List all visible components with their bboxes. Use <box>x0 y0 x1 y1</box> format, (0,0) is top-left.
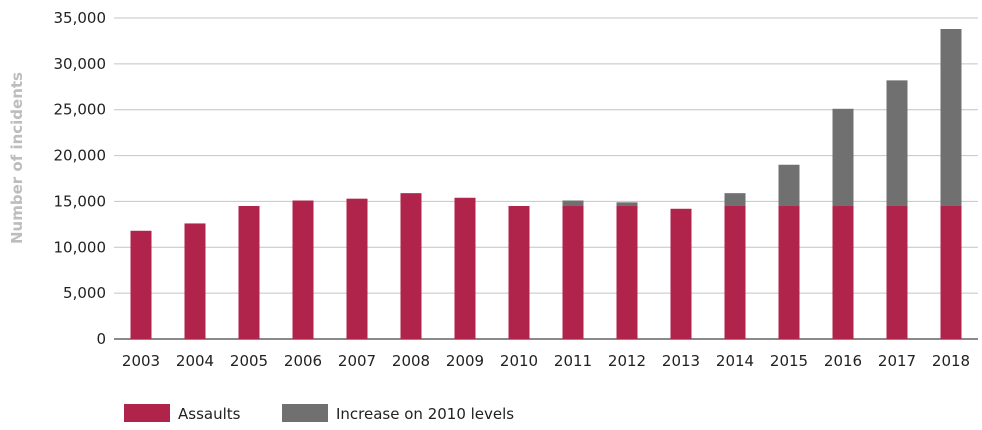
x-tick-label: 2007 <box>338 352 376 370</box>
legend-swatch <box>282 404 328 422</box>
bar-assaults <box>886 206 908 339</box>
legend-label: Increase on 2010 levels <box>336 405 514 423</box>
bar-assaults <box>400 193 422 339</box>
x-tick-label: 2004 <box>176 352 214 370</box>
x-tick-label: 2005 <box>230 352 268 370</box>
bar-assaults <box>454 197 476 339</box>
bar-assaults <box>778 206 800 339</box>
bar-assaults <box>616 206 638 339</box>
bar-increase-on-2010-levels <box>832 108 854 207</box>
x-tick-label: 2015 <box>770 352 808 370</box>
y-tick-label: 0 <box>96 330 106 348</box>
x-tick-label: 2014 <box>716 352 754 370</box>
x-axis-ticks: 2003 2004 2005 2006 2007 2008 2009 2010 2011 2012… <box>122 352 970 370</box>
bar-assaults <box>832 206 854 339</box>
x-tick-label: 2017 <box>878 352 916 370</box>
x-tick-label: 2009 <box>446 352 484 370</box>
bar-assaults <box>940 206 962 339</box>
y-tick-label: 35,000 <box>54 9 107 27</box>
x-tick-label: 2018 <box>932 352 970 370</box>
legend: Assaults Increase on 2010 levels <box>124 404 514 423</box>
bar-assaults <box>508 206 530 339</box>
y-tick-label: 20,000 <box>54 147 107 165</box>
x-tick-label: 2016 <box>824 352 862 370</box>
y-tick-label: 15,000 <box>54 192 107 210</box>
bar-increase-on-2010-levels <box>886 80 908 207</box>
y-axis-label: Number of incidents <box>8 72 26 244</box>
y-tick-label: 10,000 <box>54 238 107 256</box>
x-tick-label: 2003 <box>122 352 160 370</box>
bars <box>130 29 962 339</box>
bar-assaults <box>724 206 746 339</box>
bar-assaults <box>184 223 206 339</box>
bar-increase-on-2010-levels <box>940 29 962 207</box>
bar-assaults <box>130 230 152 339</box>
bar-increase-on-2010-levels <box>616 202 638 207</box>
y-tick-label: 5,000 <box>63 284 106 302</box>
bar-assaults <box>562 206 584 339</box>
x-tick-label: 2012 <box>608 352 646 370</box>
bar-increase-on-2010-levels <box>778 164 800 207</box>
y-tick-label: 30,000 <box>54 55 107 73</box>
bar-increase-on-2010-levels <box>724 193 746 207</box>
legend-label: Assaults <box>178 405 241 423</box>
bar-assaults <box>238 206 260 339</box>
y-tick-label: 25,000 <box>54 101 107 119</box>
bar-assaults <box>292 200 314 339</box>
y-axis-ticks: 0 5,000 10,000 15,000 20,000 25,000 30,000 35,0… <box>54 9 107 348</box>
x-tick-label: 2011 <box>554 352 592 370</box>
x-tick-label: 2006 <box>284 352 322 370</box>
bar-increase-on-2010-levels <box>562 200 584 207</box>
x-tick-label: 2008 <box>392 352 430 370</box>
x-tick-label: 2013 <box>662 352 700 370</box>
bar-assaults <box>346 198 368 339</box>
bar-assaults <box>670 208 692 339</box>
x-tick-label: 2010 <box>500 352 538 370</box>
legend-swatch <box>124 404 170 422</box>
